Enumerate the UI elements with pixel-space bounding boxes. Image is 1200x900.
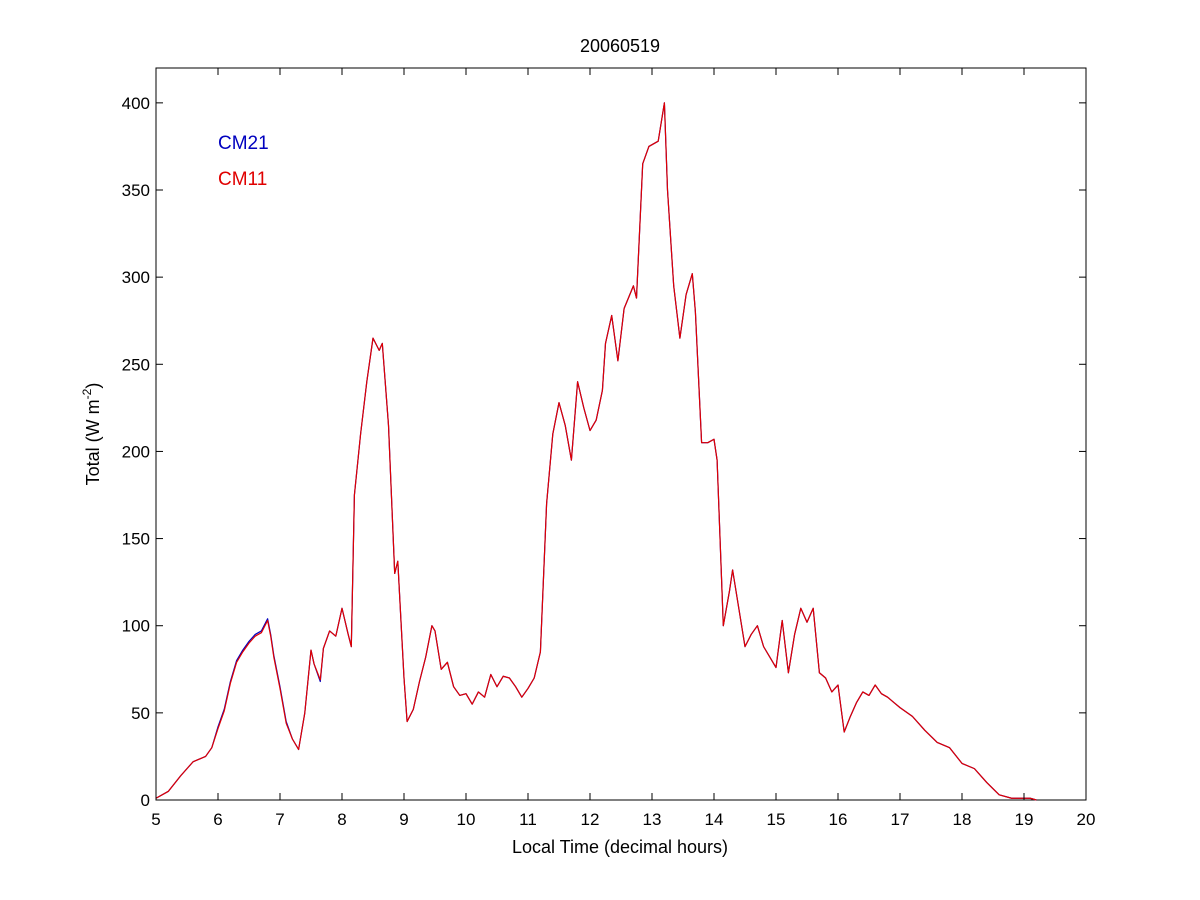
x-tick-label-14: 14 [705,810,724,829]
y-tick-label-400: 400 [122,94,150,113]
x-tick-label-13: 13 [643,810,662,829]
x-tick-label-9: 9 [399,810,408,829]
x-tick-label-5: 5 [151,810,160,829]
x-tick-label-8: 8 [337,810,346,829]
chart-title: 20060519 [580,36,660,56]
y-tick-label-0: 0 [141,791,150,810]
x-tick-label-10: 10 [457,810,476,829]
y-tick-label-200: 200 [122,442,150,461]
x-tick-label-17: 17 [891,810,910,829]
y-tick-label-300: 300 [122,268,150,287]
x-axis-title: Local Time (decimal hours) [512,837,728,857]
x-tick-label-19: 19 [1015,810,1034,829]
x-tick-label-12: 12 [581,810,600,829]
y-axis-title-main: Total (W m [83,399,103,485]
y-tick-label-100: 100 [122,617,150,636]
x-tick-label-18: 18 [953,810,972,829]
y-tick-label-150: 150 [122,530,150,549]
x-tick-label-7: 7 [275,810,284,829]
x-tick-label-16: 16 [829,810,848,829]
y-axis-title: Total (W m-2) [80,383,103,486]
y-tick-label-50: 50 [131,704,150,723]
y-axis-title-close: ) [83,383,103,389]
ticks-layer: 5 6 7 8 9 10 11 12 13 14 15 16 17 18 19 200501001502002… [122,68,1096,829]
y-axis-title-exponent: -2 [80,388,94,399]
series-line-cm11 [155,102,1037,801]
legend-entry-cm11: CM11 [218,169,267,190]
x-tick-label-11: 11 [519,810,537,829]
legend-entry-cm21: CM21 [218,133,269,154]
plot-area-frame [155,67,1087,801]
x-tick-label-20: 20 [1077,810,1096,829]
series-layer [155,102,1037,801]
y-tick-label-250: 250 [122,355,150,374]
x-tick-label-6: 6 [213,810,222,829]
y-tick-label-350: 350 [122,181,150,200]
x-tick-label-15: 15 [767,810,786,829]
